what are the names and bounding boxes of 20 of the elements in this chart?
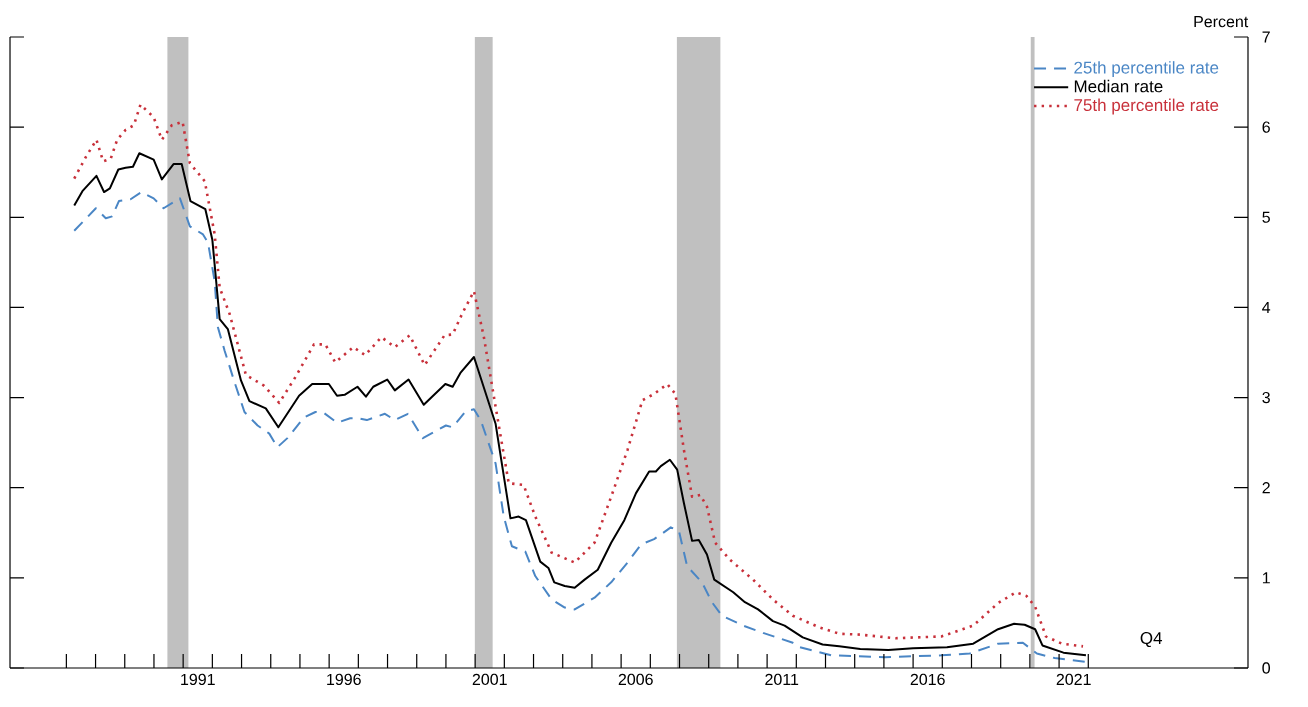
x-tick-label: 2006 bbox=[618, 673, 653, 686]
y-tick-label: 3 bbox=[1262, 391, 1270, 404]
y-tick-label: 6 bbox=[1262, 121, 1270, 133]
y-tick-label: 1 bbox=[1262, 572, 1270, 584]
y-tick-label: 2 bbox=[1262, 482, 1270, 494]
legend-label: Median rate bbox=[1074, 79, 1163, 93]
x-tick-label: 2001 bbox=[472, 673, 507, 686]
annotation: Q4 bbox=[1140, 632, 1163, 648]
y-axis-title: Percent bbox=[1194, 16, 1249, 28]
x-tick-label: 1991 bbox=[181, 673, 215, 686]
y-tick-label: 7 bbox=[1262, 31, 1270, 43]
x-tick-label: 2021 bbox=[1056, 673, 1091, 686]
y-tick-label: 4 bbox=[1262, 301, 1271, 313]
legend-label: 25th percentile rate bbox=[1074, 61, 1219, 77]
x-tick-label: 2016 bbox=[910, 673, 945, 686]
legend-label: 75th percentile rate bbox=[1074, 98, 1219, 115]
x-tick-label: 2011 bbox=[765, 673, 799, 686]
x-tick-label: 1996 bbox=[327, 673, 361, 686]
y-tick-label: 0 bbox=[1262, 662, 1271, 674]
y-tick-label: 5 bbox=[1262, 211, 1270, 223]
